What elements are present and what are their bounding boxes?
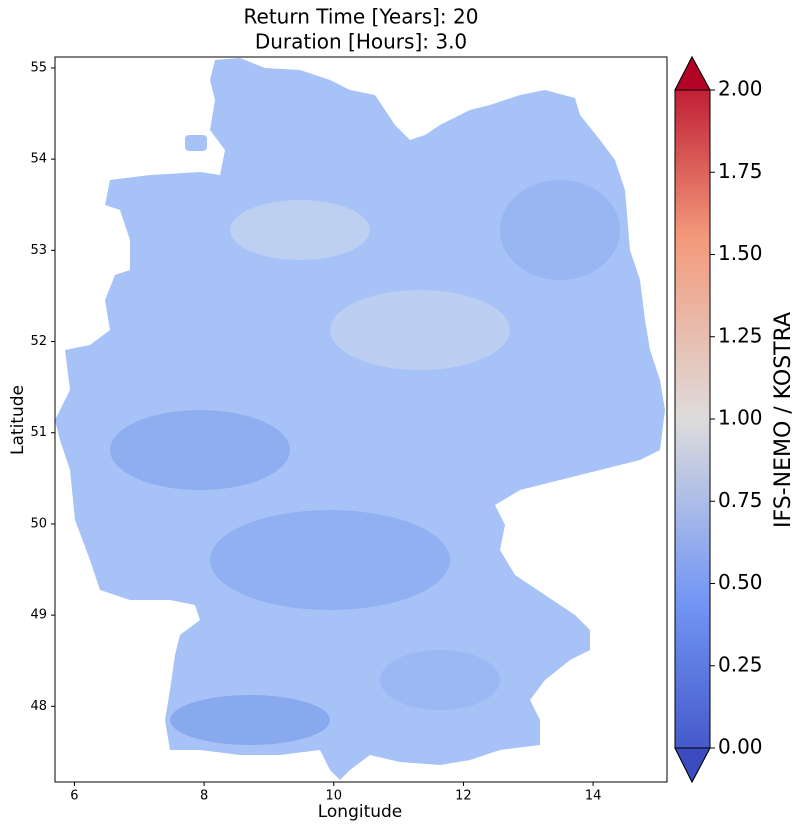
colorbar-tick-label: 2.00	[718, 77, 763, 101]
y-axis-label: Latitude	[8, 385, 28, 455]
x-tick-label: 12	[455, 789, 472, 804]
y-tick-label: 54	[30, 152, 47, 167]
colorbar-label: IFS-NEMO / KOSTRA	[771, 312, 796, 528]
colorbar-tick-label: 0.00	[718, 735, 763, 759]
colorbar-extend-max	[674, 55, 711, 91]
colorbar-tick-label: 0.75	[718, 488, 763, 512]
y-tick-label: 49	[30, 608, 47, 623]
y-tick-label: 55	[30, 60, 47, 75]
colorbar-tick-label: 0.50	[718, 570, 763, 594]
chart-subtitle: Duration [Hours]: 3.0	[255, 30, 467, 54]
y-tick-label: 53	[30, 243, 47, 258]
chart-title: Return Time [Years]: 20	[244, 5, 479, 29]
colorbar	[674, 55, 711, 784]
y-tick-label: 51	[30, 425, 47, 440]
x-axis-label: Longitude	[318, 802, 403, 822]
colorbar-tick-label: 0.25	[718, 652, 763, 676]
colorbar-tick-label: 1.75	[718, 159, 763, 183]
y-tick-label: 48	[30, 699, 47, 714]
colorbar-tick-label: 1.25	[718, 323, 763, 347]
x-tick-label: 6	[70, 789, 78, 804]
colorbar-extend-min	[674, 747, 711, 784]
plot-frame	[54, 56, 668, 783]
y-tick-label: 50	[30, 516, 47, 531]
y-tick-label: 52	[30, 334, 47, 349]
x-tick-label: 8	[200, 789, 208, 804]
map-field	[55, 58, 665, 780]
colorbar-tick-label: 1.50	[718, 241, 763, 265]
x-tick-label: 10	[325, 789, 342, 804]
colorbar-tick-label: 1.00	[718, 406, 763, 430]
x-tick-label: 14	[585, 789, 602, 804]
